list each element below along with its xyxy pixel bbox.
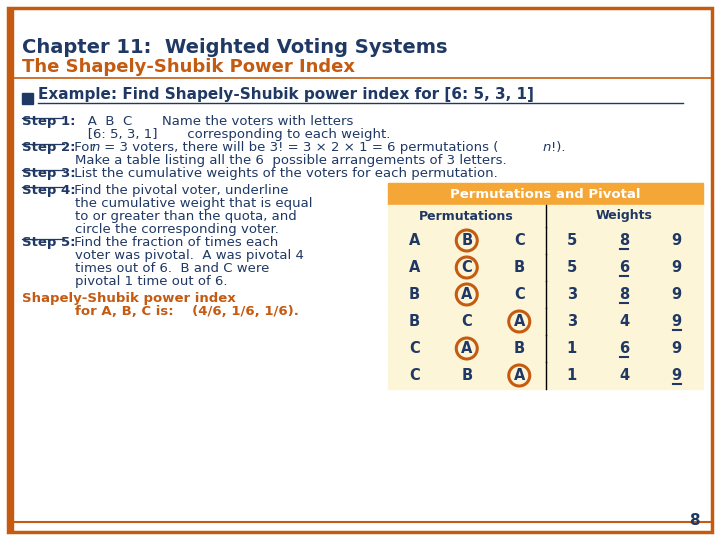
- Bar: [388, 183, 703, 205]
- Bar: [388, 335, 703, 362]
- Text: the cumulative weight that is equal: the cumulative weight that is equal: [75, 197, 312, 210]
- Text: 8: 8: [689, 513, 700, 528]
- Text: Step 2:: Step 2:: [22, 141, 76, 154]
- Text: 9: 9: [672, 233, 682, 248]
- Text: Make a table listing all the 6  possible arrangements of 3 letters.: Make a table listing all the 6 possible …: [75, 154, 507, 167]
- Text: C: C: [409, 368, 420, 383]
- Text: Shapely-Shubik power index: Shapely-Shubik power index: [22, 292, 235, 305]
- Text: List the cumulative weights of the voters for each permutation.: List the cumulative weights of the voter…: [70, 167, 498, 180]
- Text: pivotal 1 time out of 6.: pivotal 1 time out of 6.: [75, 275, 228, 288]
- Bar: [388, 254, 703, 281]
- Text: Step 3:: Step 3:: [22, 167, 76, 180]
- Bar: [388, 362, 703, 389]
- Text: Step 5:: Step 5:: [22, 236, 76, 249]
- Bar: [8, 8, 13, 532]
- Bar: [388, 362, 703, 389]
- Text: For: For: [70, 141, 99, 154]
- Text: B: B: [513, 341, 525, 356]
- Bar: [388, 281, 703, 308]
- Text: A: A: [408, 233, 420, 248]
- Text: 8: 8: [619, 287, 629, 302]
- Text: 8: 8: [619, 233, 629, 248]
- Text: 6: 6: [619, 341, 629, 356]
- Bar: [22, 93, 33, 104]
- Text: B: B: [409, 314, 420, 329]
- Bar: [388, 205, 703, 227]
- Bar: [388, 281, 703, 308]
- Bar: [388, 254, 703, 281]
- Text: A  B  C       Name the voters with letters: A B C Name the voters with letters: [75, 115, 354, 128]
- Bar: [388, 227, 703, 254]
- Text: !).: !).: [551, 141, 565, 154]
- Text: 5: 5: [567, 260, 577, 275]
- Text: to or greater than the quota, and: to or greater than the quota, and: [75, 210, 297, 223]
- Text: Permutations and Pivotal: Permutations and Pivotal: [450, 187, 641, 200]
- Text: voter was pivotal.  A was pivotal 4: voter was pivotal. A was pivotal 4: [75, 249, 304, 262]
- Text: Find the fraction of times each: Find the fraction of times each: [70, 236, 278, 249]
- Text: Example: Find Shapely-Shubik power index for [6: 5, 3, 1]: Example: Find Shapely-Shubik power index…: [38, 87, 534, 103]
- Text: n: n: [543, 141, 552, 154]
- Text: 9: 9: [672, 260, 682, 275]
- Text: A: A: [408, 260, 420, 275]
- Text: B: B: [409, 287, 420, 302]
- Bar: [388, 335, 703, 362]
- Text: 9: 9: [672, 368, 682, 383]
- Bar: [388, 183, 703, 389]
- Text: 9: 9: [672, 287, 682, 302]
- Text: A: A: [461, 287, 472, 302]
- Text: A: A: [461, 341, 472, 356]
- Text: 1: 1: [567, 341, 577, 356]
- Text: The Shapely-Shubik Power Index: The Shapely-Shubik Power Index: [22, 58, 355, 76]
- Text: C: C: [462, 260, 472, 275]
- Text: 9: 9: [672, 341, 682, 356]
- Text: 9: 9: [672, 314, 682, 329]
- Text: B: B: [462, 368, 472, 383]
- Text: Step 4:: Step 4:: [22, 184, 76, 197]
- Bar: [388, 308, 703, 335]
- Text: C: C: [514, 287, 525, 302]
- Text: C: C: [514, 233, 525, 248]
- Text: times out of 6.  B and C were: times out of 6. B and C were: [75, 262, 269, 275]
- Text: C: C: [409, 341, 420, 356]
- Text: B: B: [513, 260, 525, 275]
- Text: = 3 voters, there will be 3! = 3 × 2 × 1 = 6 permutations (: = 3 voters, there will be 3! = 3 × 2 × 1…: [100, 141, 498, 154]
- Text: 1: 1: [567, 368, 577, 383]
- Text: Step 1:: Step 1:: [22, 115, 76, 128]
- Text: 4: 4: [619, 368, 629, 383]
- Text: 3: 3: [567, 287, 577, 302]
- Text: [6: 5, 3, 1]       corresponding to each weight.: [6: 5, 3, 1] corresponding to each weigh…: [75, 128, 390, 141]
- Text: Chapter 11:  Weighted Voting Systems: Chapter 11: Weighted Voting Systems: [22, 38, 448, 57]
- Text: for A, B, C is:    (4/6, 1/6, 1/6).: for A, B, C is: (4/6, 1/6, 1/6).: [75, 305, 299, 318]
- Text: Permutations: Permutations: [419, 210, 514, 222]
- Text: 6: 6: [619, 260, 629, 275]
- Text: Weights: Weights: [596, 210, 653, 222]
- Text: 4: 4: [619, 314, 629, 329]
- Bar: [388, 227, 703, 254]
- FancyBboxPatch shape: [8, 8, 712, 532]
- Text: 5: 5: [567, 233, 577, 248]
- Text: B: B: [462, 233, 472, 248]
- Text: Find the pivotal voter, underline: Find the pivotal voter, underline: [70, 184, 289, 197]
- Text: 3: 3: [567, 314, 577, 329]
- Text: A: A: [513, 314, 525, 329]
- Text: n: n: [92, 141, 100, 154]
- Text: circle the corresponding voter.: circle the corresponding voter.: [75, 223, 279, 236]
- Bar: [388, 205, 703, 227]
- Bar: [388, 308, 703, 335]
- Text: C: C: [462, 314, 472, 329]
- Text: A: A: [513, 368, 525, 383]
